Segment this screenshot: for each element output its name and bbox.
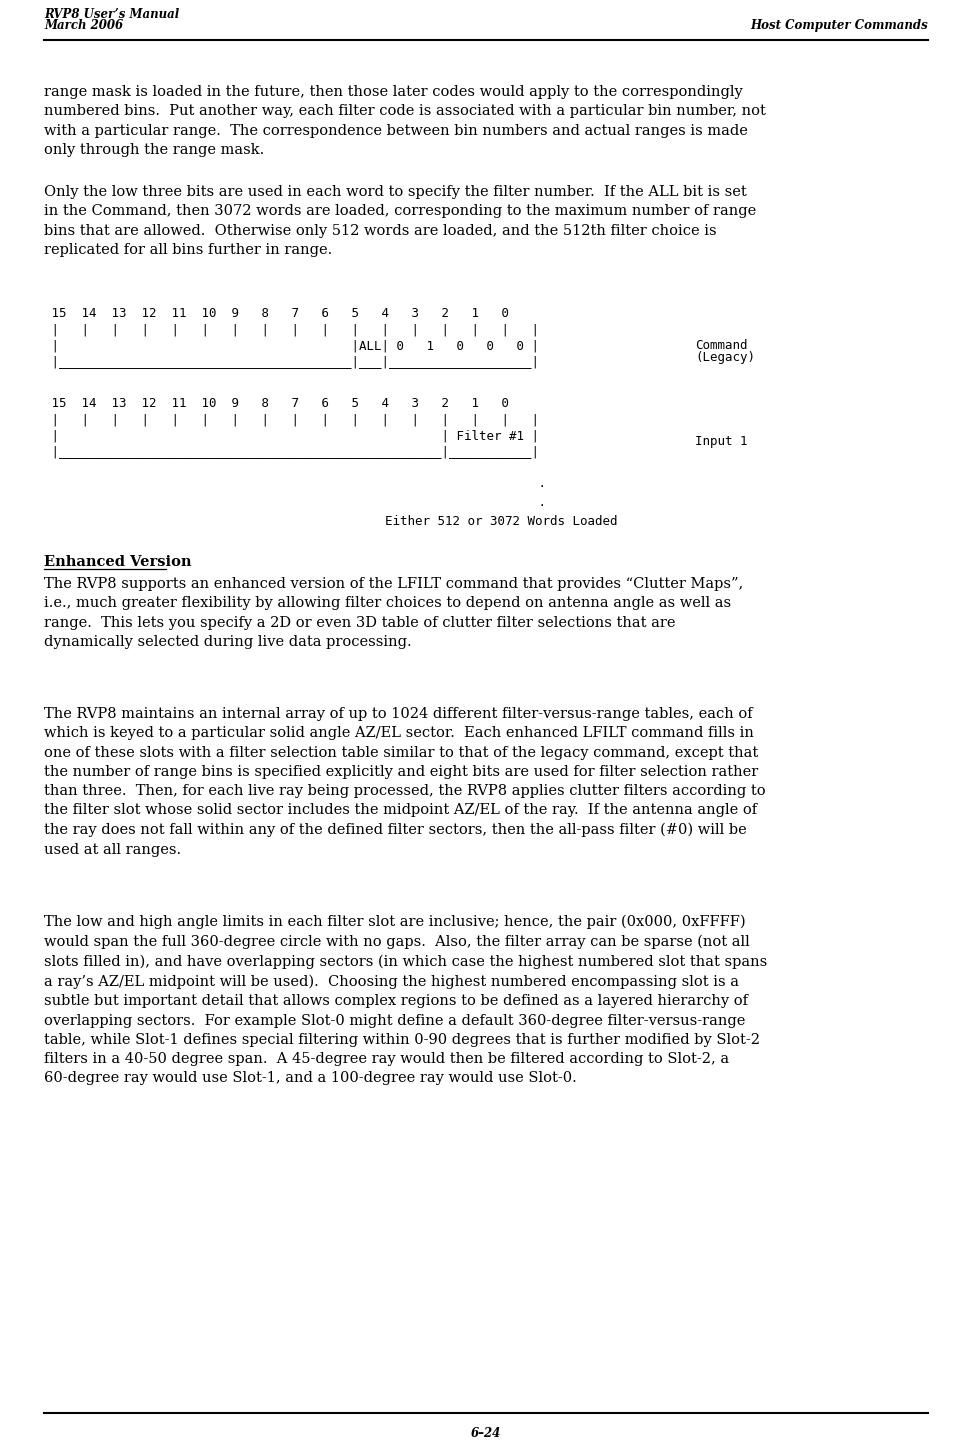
Text: Enhanced Version: Enhanced Version [44,554,191,569]
Text: March 2006: March 2006 [44,19,123,32]
Text: |   |   |   |   |   |   |   |   |   |   |   |   |   |   |   |   |: | | | | | | | | | | | | | | | | | [44,413,539,426]
Text: |   |   |   |   |   |   |   |   |   |   |   |   |   |   |   |   |: | | | | | | | | | | | | | | | | | [44,323,539,336]
Text: The RVP8 supports an enhanced version of the LFILT command that provides “Clutte: The RVP8 supports an enhanced version of… [44,578,744,649]
Text: The low and high angle limits in each filter slot are inclusive; hence, the pair: The low and high angle limits in each fi… [44,915,767,1085]
Text: .
               .
    Either 512 or 3072 Words Loaded: . . Either 512 or 3072 Words Loaded [355,477,617,528]
Text: |                                                   | Filter #1 |: | | Filter #1 | [44,429,539,442]
Text: |_______________________________________|___|___________________|: |_______________________________________… [44,355,539,368]
Text: 15  14  13  12  11  10  9   8   7   6   5   4   3   2   1   0: 15 14 13 12 11 10 9 8 7 6 5 4 3 2 1 0 [44,397,509,410]
Text: Host Computer Commands: Host Computer Commands [750,19,928,32]
Text: Command: Command [695,339,747,352]
Text: RVP8 User’s Manual: RVP8 User’s Manual [44,7,179,20]
Text: Only the low three bits are used in each word to specify the filter number.  If : Only the low three bits are used in each… [44,185,756,258]
Text: |___________________________________________________|___________|: |_______________________________________… [44,445,539,458]
Text: The RVP8 maintains an internal array of up to 1024 different filter-versus-range: The RVP8 maintains an internal array of … [44,707,766,857]
Text: Input 1: Input 1 [695,435,747,448]
Text: 6–24: 6–24 [470,1427,502,1440]
Text: (Legacy): (Legacy) [695,351,755,364]
Text: range mask is loaded in the future, then those later codes would apply to the co: range mask is loaded in the future, then… [44,84,766,157]
Text: |                                       |ALL| 0   1   0   0   0 |: | |ALL| 0 1 0 0 0 | [44,339,539,352]
Text: 15  14  13  12  11  10  9   8   7   6   5   4   3   2   1   0: 15 14 13 12 11 10 9 8 7 6 5 4 3 2 1 0 [44,307,509,320]
